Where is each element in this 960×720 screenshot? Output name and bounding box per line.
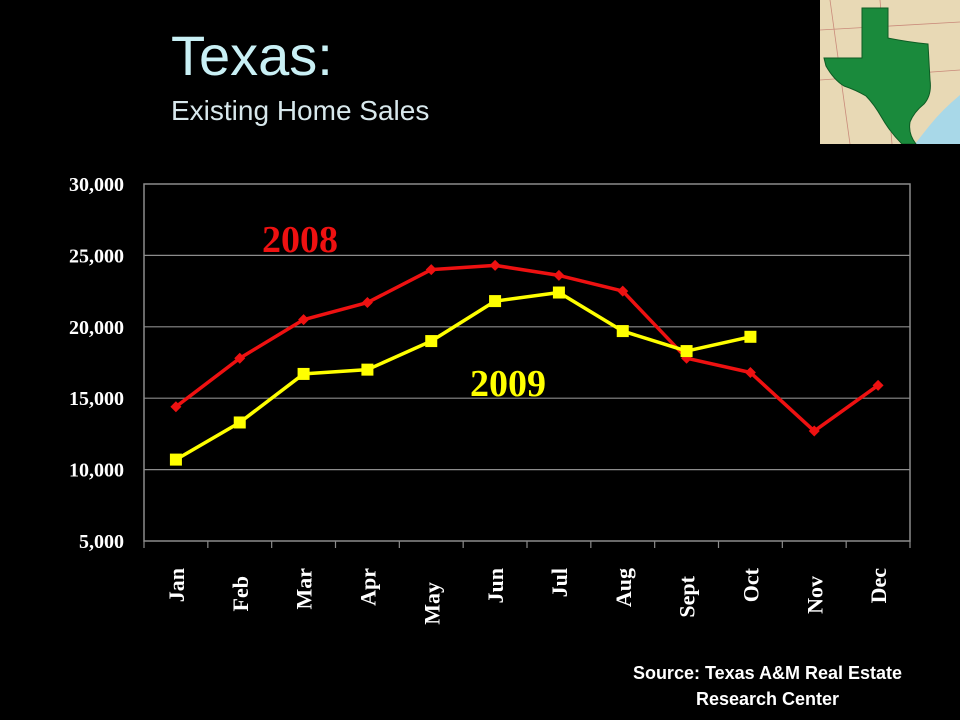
plot-area: [143, 183, 911, 542]
x-tick-label: Oct: [738, 567, 763, 602]
x-tick-label: Jul: [547, 568, 572, 597]
data-point-2008: [298, 314, 310, 326]
texas-map-image: [820, 0, 960, 144]
texas-shape: [823, 7, 931, 144]
data-point-2008: [617, 285, 629, 297]
data-point-2008: [872, 379, 884, 391]
data-point-2008: [553, 269, 565, 281]
data-point-2009: [680, 345, 693, 358]
map-water: [915, 95, 960, 144]
data-point-2009: [489, 295, 502, 308]
y-tick-label: 25,000: [69, 245, 124, 267]
data-point-2009: [616, 325, 629, 338]
source-line-2: Research Center: [695, 689, 840, 709]
series-label-2009: 2009: [470, 363, 546, 405]
y-tick-label: 20,000: [69, 317, 124, 339]
data-point-2008: [361, 297, 373, 309]
data-point-2009: [233, 416, 246, 429]
x-tick-label: Nov: [802, 576, 827, 614]
x-tick-label: Jun: [483, 568, 508, 603]
source-note: Source: Texas A&M Real Estate Research C…: [560, 660, 960, 712]
series-label-2008: 2008: [262, 219, 338, 261]
data-point-2008: [425, 264, 437, 276]
series-line-2008: [174, 263, 880, 433]
data-point-2009: [297, 367, 310, 380]
x-tick-label: Mar: [292, 568, 317, 610]
y-tick-label: 15,000: [69, 388, 124, 410]
data-point-2009: [361, 363, 374, 376]
x-tick-label: Aug: [611, 568, 636, 607]
data-point-2009: [552, 286, 565, 299]
data-point-2008: [808, 425, 820, 437]
data-point-2008: [744, 366, 756, 378]
slide-subtitle: Existing Home Sales: [171, 95, 430, 126]
slide-title: Texas:: [171, 24, 333, 87]
data-point-2008: [489, 259, 501, 271]
x-tick-label: Feb: [228, 576, 253, 611]
x-tick-label: Dec: [866, 568, 891, 604]
x-tick-label: Sept: [675, 575, 700, 617]
data-point-2009: [169, 453, 182, 466]
source-line-1: Source: Texas A&M Real Estate: [632, 663, 903, 683]
x-tick-label: Jan: [164, 568, 189, 602]
y-tick-label: 30,000: [69, 174, 124, 196]
x-tick-label: May: [419, 582, 444, 625]
series-line-2009: [175, 290, 751, 462]
x-tick-label: Apr: [355, 568, 380, 606]
data-point-2009: [744, 330, 757, 343]
y-tick-label: 10,000: [69, 460, 124, 482]
data-point-2008: [234, 352, 246, 364]
data-point-2009: [425, 335, 438, 348]
y-tick-label: 5,000: [79, 531, 124, 553]
data-point-2008: [170, 401, 182, 413]
